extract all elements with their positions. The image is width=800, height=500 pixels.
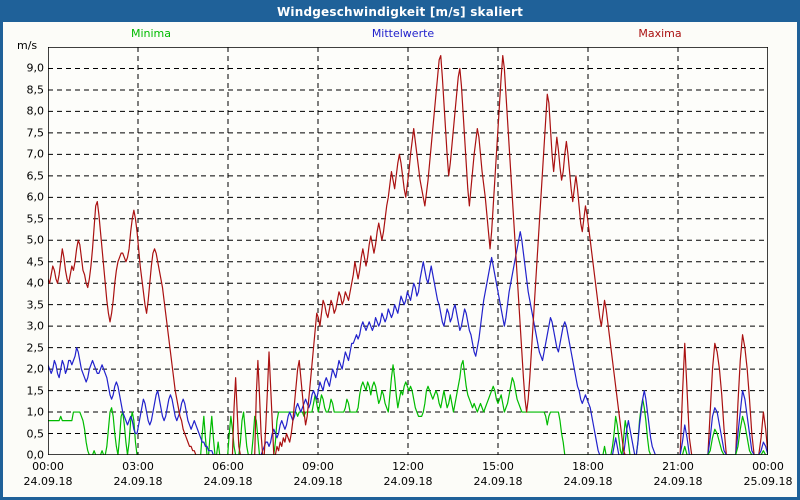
x-tick-time: 06:00 (212, 460, 244, 473)
y-axis-tick-9: 4,5 (26, 255, 45, 269)
x-tick-date: 24.09.18 (473, 475, 523, 488)
y-axis-tick-11: 3,5 (26, 298, 45, 312)
x-axis-tick-3: 09:00 24.09.18 (294, 459, 343, 489)
window-title: Windgeschwindigkeit [m/s] skaliert (3, 3, 797, 22)
series-line-maxima (48, 54, 658, 455)
x-axis-tick-8: 00:00 25.09.18 (744, 459, 793, 489)
x-axis-tick-6: 18:00 24.09.18 (564, 459, 613, 489)
series-line-maxima-tail (656, 334, 768, 455)
x-tick-time: 21:00 (662, 460, 694, 473)
chart-legend: Minima Mittelwerte Maxima (3, 27, 797, 41)
x-tick-date: 24.09.18 (653, 475, 703, 488)
x-tick-time: 09:00 (302, 460, 334, 473)
x-tick-time: 18:00 (572, 460, 604, 473)
x-tick-date: 24.09.18 (113, 475, 163, 488)
y-axis-tick-3: 7,5 (26, 126, 45, 140)
x-tick-date: 24.09.18 (383, 475, 433, 488)
y-axis-tick-16: 1,0 (26, 405, 45, 419)
x-tick-date: 24.09.18 (563, 475, 613, 488)
series-line-minima-tail (656, 415, 768, 455)
legend-item-mittelwerte: Mittelwerte (371, 27, 435, 40)
data-series-group (48, 54, 768, 455)
x-tick-time: 00:00 (752, 460, 784, 473)
x-axis-tick-0: 00:00 24.09.18 (24, 459, 73, 489)
y-axis-tick-17: 0,5 (26, 427, 45, 441)
y-axis-tick-labels: 9,0 8,5 8,0 7,5 7,0 6,5 6,0 5,5 5,0 4,5 4,0 3,5 3,0 2… (3, 47, 45, 462)
y-axis-tick-10: 4,0 (26, 276, 45, 290)
y-axis-tick-2: 8,0 (26, 104, 45, 118)
x-tick-time: 12:00 (392, 460, 424, 473)
y-axis-unit-label: m/s (17, 39, 38, 52)
y-axis-tick-8: 5,0 (26, 233, 45, 247)
x-tick-time: 00:00 (32, 460, 64, 473)
y-axis-tick-6: 6,0 (26, 190, 45, 204)
series-line-mittelwerte-tail (656, 389, 768, 455)
y-axis-tick-13: 2,5 (26, 341, 45, 355)
x-axis-tick-labels: 00:00 24.09.18 03:00 24.09.18 06:00 24.09.18 0… (24, 459, 793, 493)
legend-item-maxima: Maxima (638, 27, 682, 40)
y-axis-tick-1: 8,5 (26, 83, 45, 97)
y-axis-tick-14: 2,0 (26, 362, 45, 376)
series-line-mittelwerte (48, 231, 658, 455)
x-axis-tick-4: 12:00 24.09.18 (384, 459, 433, 489)
x-tick-date: 24.09.18 (203, 475, 253, 488)
y-axis-tick-0: 9,0 (26, 61, 45, 75)
x-tick-time: 15:00 (482, 460, 514, 473)
y-axis-tick-15: 1,5 (26, 384, 45, 398)
x-tick-time: 03:00 (122, 460, 154, 473)
plot-area (48, 47, 768, 455)
y-axis-tick-12: 3,0 (26, 319, 45, 333)
y-axis-tick-5: 6,5 (26, 169, 45, 183)
x-axis-tick-5: 15:00 24.09.18 (474, 459, 523, 489)
y-axis-tick-18: 0,0 (26, 448, 45, 462)
y-axis-tick-7: 5,5 (26, 212, 45, 226)
y-axis-tick-4: 7,0 (26, 147, 45, 161)
x-axis-tick-7: 21:00 24.09.18 (654, 459, 703, 489)
x-axis-tick-1: 03:00 24.09.18 (114, 459, 163, 489)
x-tick-date: 25.09.18 (743, 475, 793, 488)
vertical-gridlines (137, 47, 679, 455)
legend-item-minima: Minima (130, 27, 172, 40)
series-line-minima (48, 359, 658, 455)
chart-canvas (48, 47, 768, 455)
x-tick-date: 24.09.18 (293, 475, 343, 488)
x-tick-date: 24.09.18 (23, 475, 73, 488)
x-axis-tick-2: 06:00 24.09.18 (204, 459, 253, 489)
